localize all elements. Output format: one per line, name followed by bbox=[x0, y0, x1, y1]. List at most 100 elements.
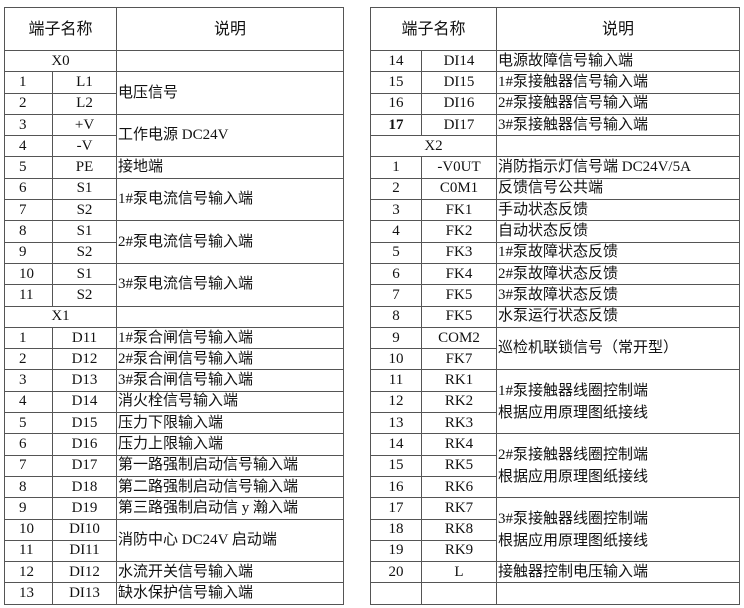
table-row: 4 FK2 自动状态反馈 bbox=[370, 220, 740, 243]
terminal-name: DI15 bbox=[420, 71, 498, 94]
table-row: 1 L1 电压信号 bbox=[4, 71, 344, 115]
table-row: 1 D11 1#泵合闸信号输入端 bbox=[4, 326, 344, 350]
table-row: 4 D14 消火栓信号输入端 bbox=[4, 390, 344, 414]
table-row: 3 +V 工作电源 DC24V bbox=[4, 113, 344, 158]
terminal-number: 14 bbox=[370, 49, 422, 73]
header-description: 说明 bbox=[496, 7, 740, 51]
terminal-name: DI14 bbox=[420, 49, 498, 73]
header-row: 端子名称 说明 bbox=[369, 7, 740, 51]
table-row: 14 RK4 2#泵接触器线圈控制端 根据应用原理图纸接线 bbox=[370, 433, 740, 499]
terminal-number: 1 bbox=[4, 326, 53, 350]
terminal-description: 1#泵接触器信号输入端 bbox=[496, 71, 740, 94]
terminal-description: 3#泵接触器线圈控制端 根据应用原理图纸接线 bbox=[496, 497, 740, 563]
terminal-number: 7 bbox=[4, 454, 53, 477]
terminal-number: 6 bbox=[4, 177, 53, 201]
terminal-number: 14 bbox=[370, 433, 422, 456]
table-row: 5 FK3 1#泵故障状态反馈 bbox=[370, 241, 740, 264]
terminal-description: 2#泵故障状态反馈 bbox=[496, 262, 740, 286]
terminal-description: 巡检机联锁信号（常开型） bbox=[496, 326, 740, 371]
terminal-description: 1#泵接触器线圈控制端 根据应用原理图纸接线 bbox=[496, 369, 740, 435]
table-row: 5 PE 接地端 bbox=[4, 156, 344, 179]
section-row: X0 bbox=[3, 49, 344, 73]
table-row: 20 L 接触器控制电压输入端 bbox=[370, 561, 740, 584]
terminal-description: 3#泵故障状态反馈 bbox=[496, 284, 740, 307]
terminal-name: RK2 bbox=[420, 390, 498, 414]
terminal-name: RK6 bbox=[420, 475, 498, 499]
terminal-number: 1 bbox=[4, 71, 53, 94]
table-row: 8 D18 第二路强制启动信号输入端 bbox=[4, 475, 344, 499]
terminal-name: RK5 bbox=[420, 454, 498, 477]
terminal-number: 12 bbox=[370, 390, 422, 414]
table-body: 14 DI14 电源故障信号输入端 15 DI15 1#泵接触器信号输入端 16 DI16 2#… bbox=[369, 49, 740, 605]
terminal-number: 11 bbox=[4, 284, 53, 307]
terminal-number: 11 bbox=[370, 369, 422, 392]
terminal-description: 水流开关信号输入端 bbox=[116, 561, 344, 584]
table-row: 10 DI10 消防中心 DC24V 启动端 bbox=[4, 518, 344, 563]
terminal-name: D11 bbox=[51, 326, 118, 350]
section-row: X2 bbox=[369, 135, 740, 158]
terminal-number: 20 bbox=[370, 561, 422, 584]
terminal-name: FK2 bbox=[420, 220, 498, 243]
table-row: 4 -V bbox=[4, 135, 344, 158]
table-row: 12 RK2 bbox=[370, 390, 740, 414]
table-row: 8 FK5 水泵运行状态反馈 bbox=[370, 305, 740, 328]
table-row: 9 S2 bbox=[4, 241, 344, 264]
terminal-number: 5 bbox=[370, 241, 422, 264]
terminal-name: PE bbox=[51, 156, 118, 179]
terminal-name: FK3 bbox=[420, 241, 498, 264]
table-row: 17 DI17 3#泵接触器信号输入端 bbox=[370, 113, 740, 137]
table-row: 10 S1 3#泵电流信号输入端 bbox=[4, 262, 344, 307]
terminal-name: RK8 bbox=[420, 518, 498, 541]
terminal-description: 1#泵故障状态反馈 bbox=[496, 241, 740, 264]
terminal-description: 电源故障信号输入端 bbox=[496, 49, 740, 73]
terminal-number: 11 bbox=[4, 539, 53, 563]
terminal-number: 8 bbox=[4, 475, 53, 499]
terminal-table-right: 端子名称 说明 14 DI14 电源故障信号输入端 15 DI15 1#泵接触器信号输入端… bbox=[369, 7, 740, 605]
table-row: 8 S1 2#泵电流信号输入端 bbox=[4, 220, 344, 264]
table-body: X0 1 L1 电压信号 2 L2 3 +V 工作电源 DC24V 4 -V 5 PE 接地端 6 S1 1#泵… bbox=[3, 49, 344, 605]
header-terminal-name: 端子名称 bbox=[369, 7, 498, 51]
table-row: 14 DI14 电源故障信号输入端 bbox=[370, 49, 740, 73]
terminal-number: 10 bbox=[4, 518, 53, 541]
header-description: 说明 bbox=[116, 7, 344, 51]
terminal-name: D16 bbox=[51, 433, 118, 456]
terminal-number: 4 bbox=[370, 220, 422, 243]
terminal-name: S2 bbox=[51, 199, 118, 222]
terminal-number: 4 bbox=[4, 390, 53, 414]
terminal-description: 第一路强制启动信号输入端 bbox=[116, 454, 344, 477]
terminal-number: 9 bbox=[4, 497, 53, 520]
terminal-number: 2 bbox=[4, 92, 53, 115]
table-row: 9 COM2 巡检机联锁信号（常开型） bbox=[370, 326, 740, 371]
terminal-name: COM2 bbox=[420, 326, 498, 350]
terminal-description: 2#泵接触器线圈控制端 根据应用原理图纸接线 bbox=[496, 433, 740, 499]
terminal-name: FK5 bbox=[420, 284, 498, 307]
terminal-number: 6 bbox=[4, 433, 53, 456]
terminal-description: 第二路强制启动信号输入端 bbox=[116, 475, 344, 499]
terminal-number: 1 bbox=[370, 156, 422, 179]
terminal-name: D12 bbox=[51, 348, 118, 371]
terminal-number: 5 bbox=[4, 156, 53, 179]
table-row: 11 RK1 1#泵接触器线圈控制端 根据应用原理图纸接线 bbox=[370, 369, 740, 435]
terminal-name: D14 bbox=[51, 390, 118, 414]
terminal-number: 2 bbox=[370, 177, 422, 201]
terminal-name: RK3 bbox=[420, 412, 498, 435]
terminal-name: DI10 bbox=[51, 518, 118, 541]
terminal-number: 5 bbox=[4, 412, 53, 435]
terminal-number: 12 bbox=[4, 561, 53, 584]
terminal-description: 2#泵合闸信号输入端 bbox=[116, 348, 344, 371]
terminal-number: 17 bbox=[370, 497, 422, 520]
table-row: 7 D17 第一路强制启动信号输入端 bbox=[4, 454, 344, 477]
terminal-number: 13 bbox=[4, 582, 53, 605]
terminal-number: 9 bbox=[370, 326, 422, 350]
table-row: 1 -V0UT 消防指示灯信号端 DC24V/5A bbox=[370, 156, 740, 179]
terminal-number: 3 bbox=[4, 113, 53, 137]
terminal-name: D18 bbox=[51, 475, 118, 499]
terminal-name: DI16 bbox=[420, 92, 498, 115]
table-row: 3 D13 3#泵合闸信号输入端 bbox=[4, 369, 344, 392]
table-row: 13 DI13 缺水保护信号输入端 bbox=[4, 582, 344, 605]
terminal-description: 1#泵合闸信号输入端 bbox=[116, 326, 344, 350]
table-row: 2 L2 bbox=[4, 92, 344, 115]
section-description bbox=[116, 49, 344, 73]
terminal-number: 4 bbox=[4, 135, 53, 158]
terminal-number: 16 bbox=[370, 475, 422, 499]
